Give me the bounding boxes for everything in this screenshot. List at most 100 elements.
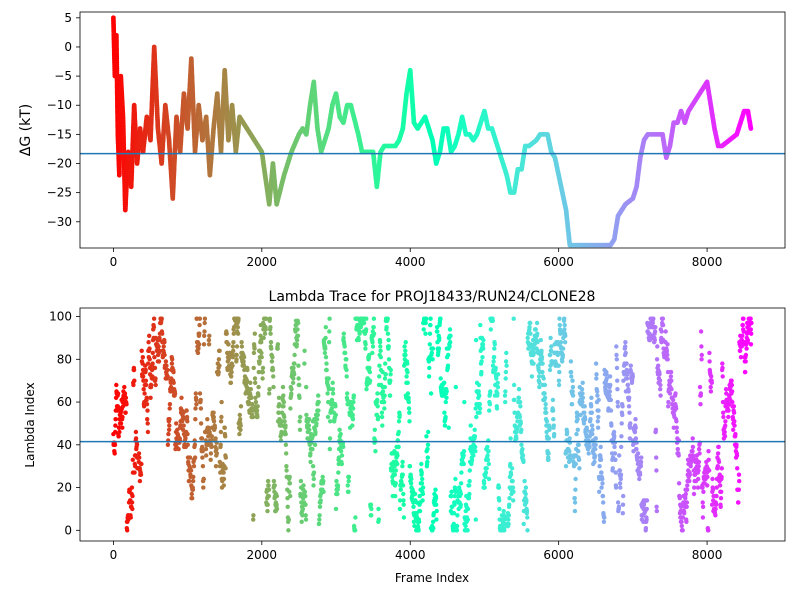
lambda-point (696, 476, 701, 482)
lambda-point (600, 493, 606, 499)
lambda-point (510, 485, 516, 490)
lambda-point (578, 412, 583, 418)
lambda-point (444, 389, 449, 394)
lambda-point (238, 423, 243, 428)
lambda-point (400, 483, 406, 488)
lambda-point (411, 504, 416, 509)
lambda-point (308, 451, 313, 456)
lambda-point (259, 355, 264, 360)
lambda-point (174, 421, 179, 426)
lambda-point (523, 491, 528, 497)
lambda-point (659, 329, 664, 334)
lambda-point (443, 414, 448, 420)
lambda-point (567, 449, 572, 454)
lambda-point (572, 508, 578, 514)
lambda-point (379, 410, 385, 415)
lambda-point (113, 423, 118, 428)
lambda-point (465, 517, 470, 522)
lambda-point (626, 404, 632, 409)
lambda-point (112, 442, 118, 447)
lambda-point (474, 414, 479, 420)
lambda-point (194, 402, 199, 407)
lambda-point (297, 419, 302, 424)
lambda-point (682, 511, 687, 516)
lambda-point (223, 434, 228, 439)
lambda-point (713, 502, 719, 507)
lambda-point (684, 504, 689, 509)
lambda-point (504, 350, 509, 356)
lambda-point (371, 331, 377, 336)
lambda-point (351, 406, 356, 411)
lambda-point (431, 526, 436, 531)
lambda-point (138, 472, 144, 477)
lambda-point (635, 455, 640, 460)
lambda-point (133, 436, 139, 441)
lambda-point (144, 395, 149, 400)
lambda-point (367, 378, 373, 383)
lambda-point (595, 425, 601, 430)
lambda-point (122, 391, 128, 396)
lambda-point (256, 393, 261, 398)
lambda-point (150, 374, 155, 379)
lambda-point (202, 329, 207, 334)
lambda-point (696, 464, 701, 469)
lambda-point (294, 337, 300, 343)
lambda-point (186, 478, 192, 484)
lambda-point (185, 419, 190, 424)
lambda-point (544, 419, 550, 424)
lambda-point (214, 451, 220, 456)
lambda-point (448, 333, 453, 338)
lambda-point (136, 451, 142, 456)
lambda-point (289, 387, 294, 392)
lambda-point (444, 395, 449, 400)
lambda-point (148, 395, 153, 400)
lambda-point (201, 342, 207, 347)
lambda-point (385, 331, 391, 336)
lambda-point (623, 340, 628, 345)
lambda-point (271, 478, 277, 484)
lambda-point (576, 442, 581, 447)
lambda-point (720, 374, 725, 379)
lambda-point (369, 513, 374, 518)
lambda-point (326, 376, 331, 381)
lambda-point (267, 391, 272, 396)
lambda-point (310, 446, 315, 452)
lambda-point (551, 417, 556, 422)
lambda-point (445, 363, 451, 368)
lambda-point (595, 389, 600, 394)
lambda-point (436, 346, 442, 351)
lambda-point (302, 348, 307, 353)
lambda-point (306, 417, 312, 422)
lambda-point (579, 387, 585, 392)
lambda-point (208, 457, 213, 462)
lambda-point (613, 485, 619, 490)
lambda-point (437, 335, 442, 341)
lambda-point (710, 487, 716, 492)
lambda-point (327, 329, 332, 334)
lambda-point (211, 419, 217, 424)
lambda-point (542, 391, 547, 396)
lambda-point (593, 361, 599, 366)
lambda-point (619, 444, 624, 450)
lambda-point (176, 446, 181, 452)
lambda-point (350, 423, 355, 428)
lambda-point (626, 389, 631, 394)
lambda-point (519, 442, 524, 447)
lambda-point (506, 517, 511, 522)
lambda-point (171, 369, 176, 375)
lambda-point (717, 483, 723, 488)
lambda-point (657, 372, 662, 377)
lambda-point (219, 399, 224, 405)
lambda-point (675, 446, 680, 452)
lambda-point (197, 316, 202, 321)
lambda-point (315, 412, 320, 418)
lambda-point (288, 493, 293, 499)
lambda-point (560, 359, 565, 364)
lambda-point (528, 320, 533, 326)
lambda-point (120, 425, 125, 430)
lambda-point (627, 410, 632, 415)
lambda-point (335, 483, 341, 488)
lambda-point (592, 453, 598, 458)
lambda-point (473, 517, 478, 522)
